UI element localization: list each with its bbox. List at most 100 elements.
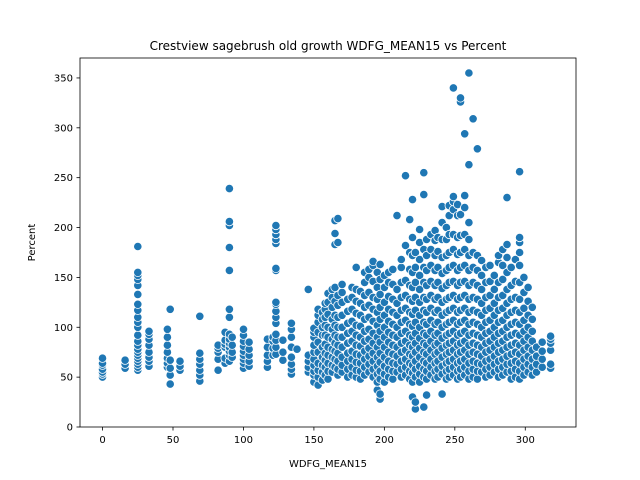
data-point: [144, 326, 154, 336]
data-point: [120, 355, 130, 365]
y-axis-label: Percent: [27, 224, 38, 262]
data-point: [351, 262, 361, 272]
data-point: [410, 247, 420, 258]
data-point: [514, 232, 525, 243]
data-point: [489, 284, 499, 294]
data-point: [400, 171, 411, 181]
data-point: [464, 68, 474, 78]
data-point: [464, 218, 474, 228]
data-point: [460, 203, 470, 213]
data-point: [224, 312, 234, 322]
data-point: [537, 362, 547, 372]
data-point: [537, 337, 547, 347]
data-point: [195, 348, 205, 358]
data-point: [414, 254, 425, 265]
y-tick-label: 350: [54, 73, 73, 84]
data-point: [292, 344, 302, 354]
data-point: [476, 270, 487, 280]
data-point: [437, 389, 447, 399]
data-point: [278, 335, 288, 345]
data-point: [460, 191, 470, 201]
data-point: [414, 224, 425, 235]
x-tick-label: 0: [99, 435, 105, 446]
x-tick-label: 250: [445, 435, 464, 446]
data-point: [498, 274, 508, 284]
data-point: [133, 299, 143, 309]
data-point: [514, 247, 525, 258]
y-tick-label: 150: [54, 273, 73, 284]
data-point: [227, 332, 237, 342]
data-point: [224, 184, 234, 194]
data-point: [375, 289, 385, 299]
x-tick-label: 150: [304, 435, 323, 446]
data-point: [162, 332, 172, 342]
data-point: [388, 264, 398, 274]
x-tick-label: 50: [167, 435, 180, 446]
data-point: [514, 167, 525, 177]
data-point: [419, 190, 429, 200]
data-point: [468, 114, 478, 124]
data-point: [523, 282, 533, 292]
data-point: [337, 279, 347, 289]
data-point: [410, 397, 420, 407]
data-point: [227, 340, 237, 350]
data-point: [498, 260, 508, 270]
data-point: [224, 242, 234, 253]
data-point: [224, 265, 234, 275]
points-layer: [97, 68, 556, 414]
data-point: [455, 210, 466, 220]
data-point: [286, 332, 296, 342]
x-tick-label: 300: [516, 435, 535, 446]
data-point: [162, 324, 172, 334]
data-point: [414, 270, 425, 280]
data-point: [195, 311, 205, 321]
data-point: [224, 304, 234, 314]
data-point: [545, 331, 556, 341]
data-point: [419, 402, 429, 412]
data-point: [271, 263, 281, 273]
data-point: [514, 260, 525, 270]
data-point: [165, 355, 175, 365]
data-point: [165, 363, 175, 373]
data-point: [133, 241, 143, 252]
plot-frame: [79, 57, 577, 428]
data-point: [286, 352, 296, 362]
data-point: [514, 294, 525, 304]
data-point: [472, 144, 482, 154]
y-tick-label: 200: [54, 223, 73, 234]
data-point: [396, 262, 406, 272]
data-point: [519, 272, 529, 282]
data-point: [448, 192, 458, 202]
data-point: [489, 270, 499, 280]
data-point: [133, 330, 143, 340]
data-point: [165, 304, 175, 314]
data-point: [271, 329, 281, 339]
data-point: [502, 239, 512, 250]
data-point: [375, 389, 385, 399]
data-point: [502, 193, 512, 203]
data-point: [162, 340, 172, 350]
x-axis-ticks: 0 50 100 150 200 250 300: [99, 427, 535, 446]
data-point: [303, 284, 313, 294]
data-point: [244, 337, 254, 347]
data-point: [407, 195, 418, 205]
data-point: [278, 347, 288, 357]
data-point: [392, 284, 402, 294]
data-point: [133, 267, 143, 277]
x-tick-label: 200: [375, 435, 394, 446]
data-point: [133, 289, 143, 299]
data-point: [476, 284, 487, 294]
data-point: [476, 255, 487, 266]
data-point: [407, 232, 418, 243]
data-point: [375, 259, 385, 269]
data-point: [464, 234, 474, 245]
data-point: [224, 217, 234, 227]
data-point: [333, 214, 343, 224]
data-point: [527, 326, 537, 336]
data-point: [337, 287, 347, 297]
data-point: [545, 359, 556, 369]
data-point: [396, 254, 406, 265]
data-point: [286, 318, 296, 328]
data-point: [485, 260, 495, 270]
